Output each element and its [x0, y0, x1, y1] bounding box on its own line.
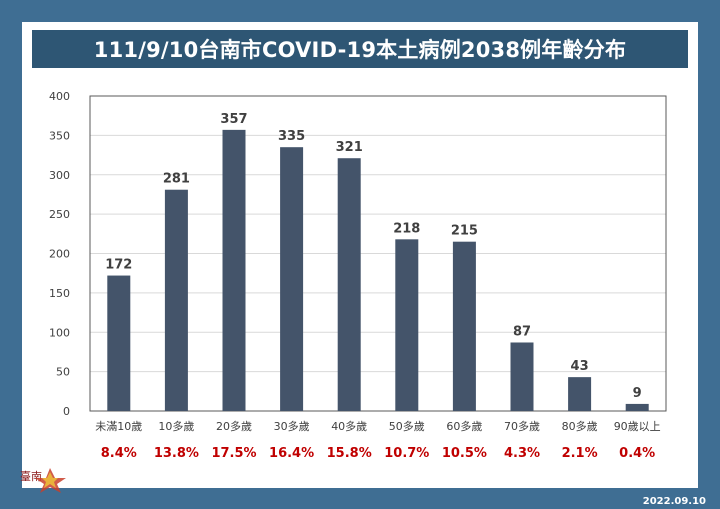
y-tick-label: 150 [49, 287, 70, 300]
bar [222, 129, 246, 412]
data-label: 87 [513, 324, 531, 339]
data-label: 215 [451, 224, 478, 239]
tainan-logo: 臺南 [20, 468, 66, 493]
bar [164, 189, 188, 411]
percent-label: 16.4% [269, 446, 314, 461]
bar [107, 275, 131, 411]
x-tick-label: 20多歲 [216, 419, 252, 433]
data-label: 335 [278, 129, 305, 144]
chart-card: 111/9/10台南市COVID-19本土病例2038例年齡分布 0 50 100 1… [22, 22, 698, 488]
x-tick-label: 40多歲 [331, 419, 367, 433]
x-tick-label: 70多歲 [504, 419, 540, 433]
x-tick-label: 60多歲 [446, 419, 482, 433]
y-tick-label: 400 [49, 90, 70, 103]
y-tick-label: 350 [49, 129, 70, 142]
x-tick-label: 未滿10歲 [95, 419, 142, 433]
bar [568, 377, 592, 411]
bar [395, 239, 419, 411]
percent-label: 13.8% [154, 446, 199, 461]
percent-label: 4.3% [504, 446, 540, 461]
x-tick-label: 50多歲 [389, 419, 425, 433]
y-tick-label: 300 [49, 169, 70, 182]
bar [625, 403, 649, 411]
logo-text: 臺南 [20, 469, 42, 483]
percent-label: 2.1% [562, 446, 598, 461]
data-label: 357 [220, 112, 247, 127]
bar [510, 342, 534, 411]
data-label: 172 [105, 258, 132, 273]
percent-label: 0.4% [619, 446, 655, 461]
percent-label: 15.8% [327, 446, 372, 461]
bar [452, 241, 476, 411]
data-label: 9 [633, 386, 642, 401]
data-label: 218 [393, 221, 420, 236]
bar-chart: 0 50 100 150 200 250 300 350 400 172 未滿10歲 8.4% 281 1… [49, 90, 667, 461]
y-tick-label: 250 [49, 208, 70, 221]
footer-date: 2022.09.10 [642, 496, 706, 507]
percent-label: 10.7% [384, 446, 429, 461]
y-tick-label: 50 [56, 366, 70, 379]
y-tick-label: 0 [63, 405, 70, 418]
logo-star-inner-icon [42, 472, 58, 488]
x-tick-label: 30多歲 [274, 419, 310, 433]
data-label: 281 [163, 172, 190, 187]
x-tick-label: 10多歲 [158, 419, 194, 433]
bar [280, 147, 304, 411]
data-label: 43 [571, 359, 589, 374]
bar [337, 158, 361, 411]
plot-frame [89, 95, 667, 412]
data-label: 321 [336, 140, 363, 155]
y-tick-label: 200 [49, 248, 70, 261]
x-tick-label: 90歲以上 [614, 419, 661, 433]
y-tick-label: 100 [49, 326, 70, 339]
percent-label: 17.5% [211, 446, 256, 461]
percent-label: 10.5% [442, 446, 487, 461]
x-tick-label: 80多歲 [562, 419, 598, 433]
chart-title: 111/9/10台南市COVID-19本土病例2038例年齡分布 [32, 30, 688, 68]
percent-label: 8.4% [101, 446, 137, 461]
